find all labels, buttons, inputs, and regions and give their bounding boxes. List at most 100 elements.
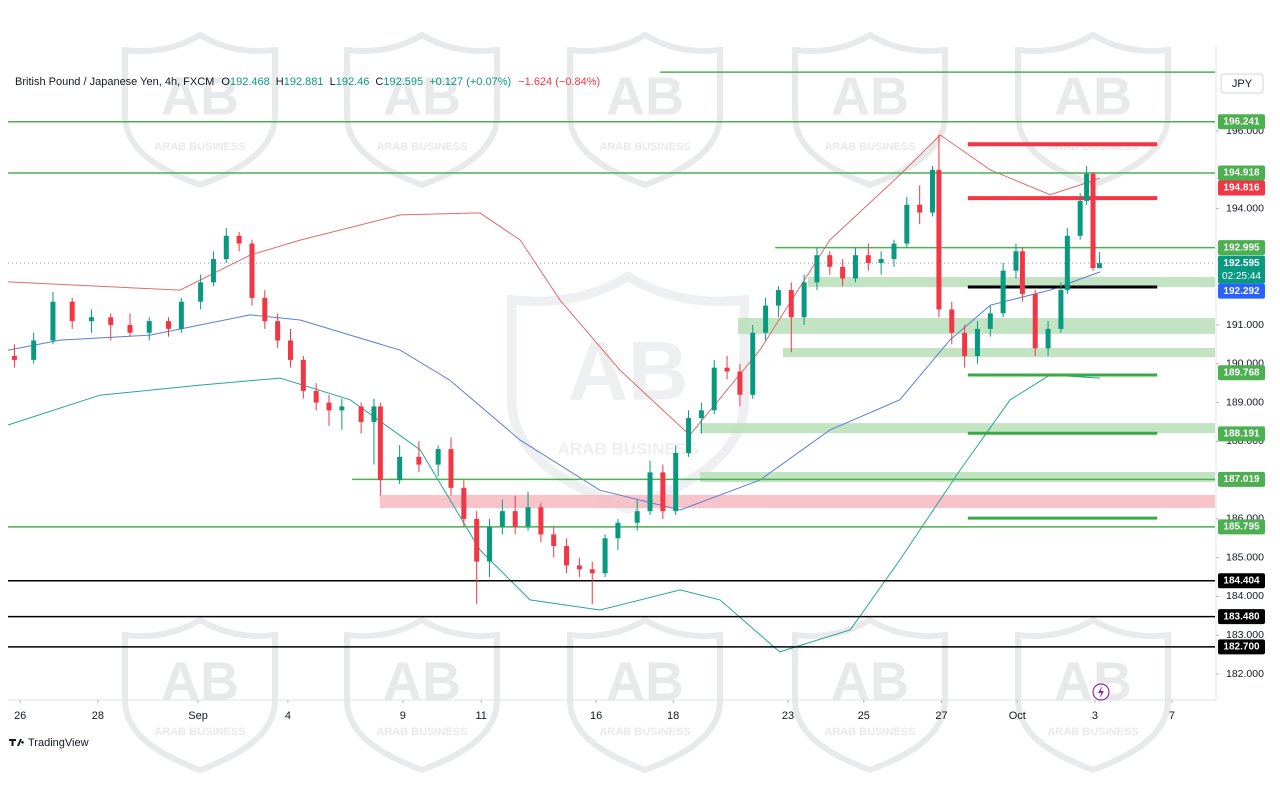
watermark-name: ARAB BUSINESS [376, 141, 467, 153]
price-label: 184.404 [1223, 575, 1260, 586]
daily-change: −1.624 (−0.84%) [518, 76, 600, 88]
watermark-shield [122, 616, 278, 774]
candle-body [891, 243, 897, 260]
price-label: 189.768 [1223, 367, 1260, 378]
y-tick-label: 194.000 [1226, 202, 1264, 214]
candle-body [339, 406, 345, 411]
indicator-line [7, 271, 1101, 511]
watermark-layer: AB ARAB BUSINESS AB ARAB BUSINESS AB ARAB BUS… [122, 31, 1171, 774]
watermark-logo: AB [383, 66, 461, 126]
candle-body [865, 255, 871, 263]
candle-body [377, 406, 383, 481]
watermark-shield [792, 616, 948, 774]
price-label-box [1218, 240, 1265, 256]
candle-body [358, 406, 364, 422]
ohlc-value: 192.881 [284, 76, 324, 88]
zone [700, 471, 1215, 483]
candle-body [949, 309, 955, 333]
candle-body [711, 367, 717, 411]
candle-body [564, 546, 570, 566]
price-label-box [1218, 283, 1265, 299]
candle-body [698, 410, 704, 419]
candle-body [917, 204, 923, 213]
branding-text: TradingView [28, 737, 89, 749]
candle-body [1019, 251, 1025, 294]
candle-body [724, 367, 730, 372]
candle-body [223, 235, 229, 260]
candle-body [827, 255, 833, 267]
watermark-logo: AB [161, 651, 239, 711]
price-label-box [1218, 471, 1265, 487]
candle-body [1013, 251, 1019, 271]
candle-body [1084, 173, 1090, 201]
candle-body [634, 511, 640, 523]
price-label: 188.191 [1223, 429, 1260, 440]
watermark-logo: AB [161, 66, 239, 126]
candle-body [300, 359, 306, 391]
candle-body [69, 301, 75, 322]
candle-body [313, 390, 319, 403]
branding[interactable]: TradingView [9, 737, 89, 749]
change: +0.127 (+0.07%) [429, 76, 511, 88]
watermark: AB ARAB BUSINESS [567, 31, 723, 189]
currency-box[interactable] [1220, 73, 1264, 94]
candle-body [660, 472, 666, 512]
candle-body [1077, 200, 1083, 236]
watermark-name: ARAB BUSINESS [154, 141, 245, 153]
watermark-name: ARAB BUSINESS [599, 726, 690, 738]
watermark-shield [122, 31, 278, 189]
candle-body [448, 449, 454, 488]
candle-body [750, 332, 756, 395]
candle-body [602, 538, 608, 574]
candle-body [878, 259, 884, 263]
x-tick-label: Sep [188, 710, 208, 722]
ohlc-label: C [375, 76, 383, 88]
candle-body [31, 340, 37, 360]
chart-header: British Pound / Japanese Yen, 4h, FXCM O… [15, 76, 600, 88]
watermark-logo: AB [606, 651, 684, 711]
candle-body [1032, 293, 1038, 349]
candle-body [262, 297, 268, 322]
candle-body [763, 305, 769, 333]
candle-body [487, 526, 493, 562]
candle-body [210, 259, 216, 283]
watermark-name: ARAB BUSINESS [599, 141, 690, 153]
zone [737, 318, 1215, 334]
watermark: AB ARAB BUSINESS [792, 31, 948, 189]
candle-body [775, 290, 781, 306]
candle-body [801, 282, 807, 318]
candle-body [326, 402, 332, 411]
ohlc-value: 192.46 [336, 76, 370, 88]
price-label: 183.480 [1223, 611, 1260, 622]
y-tick-label: 191.000 [1226, 319, 1264, 331]
x-tick-label: 27 [935, 710, 947, 722]
x-tick-label: 23 [782, 710, 794, 722]
price-label: 187.019 [1223, 474, 1260, 485]
price-label: 182.700 [1223, 642, 1260, 653]
watermark: AB ARAB BUSINESS [567, 616, 723, 774]
price-label-box [1218, 365, 1265, 381]
watermark-logo: AB [831, 66, 909, 126]
watermark-logo: AB [383, 651, 461, 711]
price-label: 185.795 [1223, 521, 1260, 532]
zone [782, 347, 1215, 358]
candle-body [647, 472, 653, 512]
currency-label: JPY [1232, 78, 1253, 90]
symbol-title: British Pound / Japanese Yen, 4h, FXCM [15, 76, 214, 88]
candle-body [904, 204, 910, 244]
watermark-shield [567, 616, 723, 774]
candle-body [499, 511, 505, 527]
price-label-box [1218, 609, 1265, 625]
x-tick-label: Oct [1009, 710, 1026, 722]
watermark-shield [344, 616, 500, 774]
zone [379, 494, 1215, 509]
candle-body [551, 534, 557, 547]
candle-body [11, 356, 17, 360]
price-label-box [1218, 519, 1265, 535]
x-tick-label: 18 [667, 710, 679, 722]
watermark-name: ARAB BUSINESS [824, 726, 915, 738]
ohlc-value: 192.595 [383, 76, 423, 88]
candle-body [512, 511, 518, 527]
candle-body [538, 507, 544, 535]
price-label-box [1218, 114, 1265, 130]
